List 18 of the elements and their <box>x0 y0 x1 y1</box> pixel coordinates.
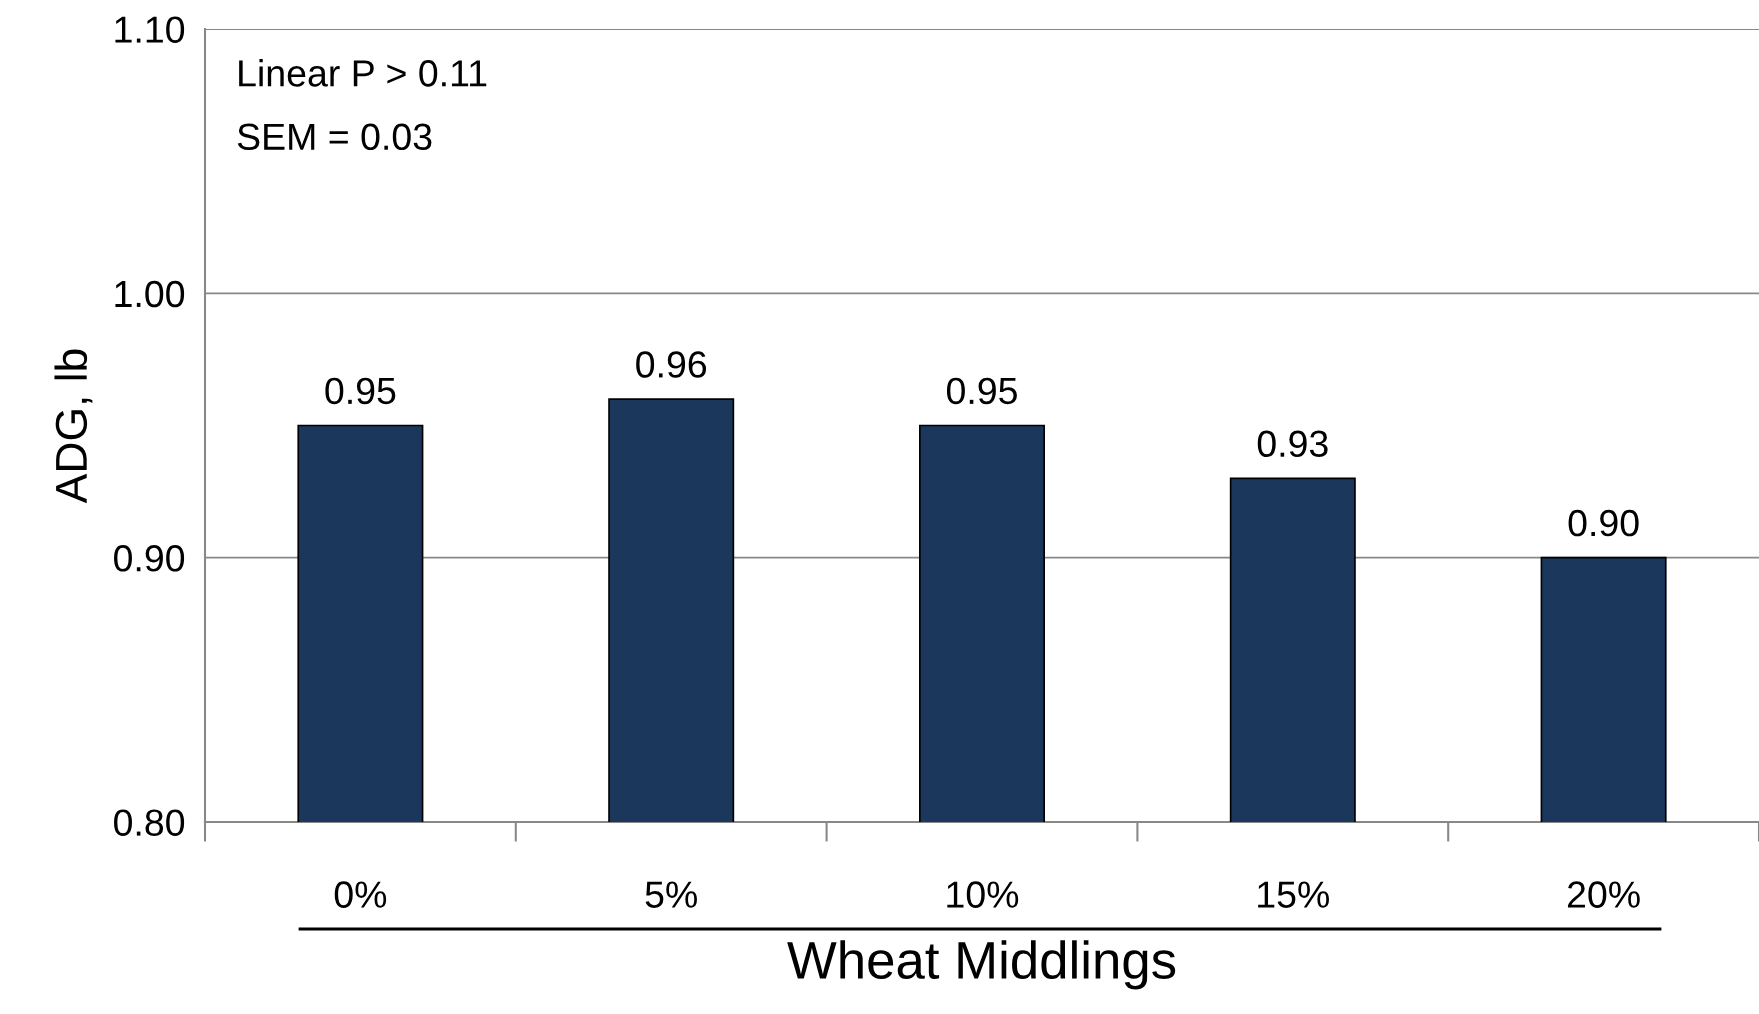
y-tick-label: 0.80 <box>114 809 185 836</box>
y-tick-label: 1.10 <box>115 16 185 43</box>
x-tick-label: 5% <box>645 881 697 908</box>
y-tick-label: 1.00 <box>115 280 185 308</box>
x-tick-label: 0% <box>334 881 387 908</box>
data-label: 0.95 <box>946 377 1017 405</box>
y-axis-title: ADG, lb <box>54 349 93 504</box>
x-tick-label: 10% <box>947 881 1019 908</box>
annotation: SEM = 0.03 <box>237 123 432 151</box>
annotation: Linear P > 0.11 <box>239 59 487 87</box>
data-label: 0.96 <box>636 351 707 378</box>
data-label: 0.95 <box>325 377 396 405</box>
y-tick-label: 0.90 <box>114 545 185 572</box>
x-axis-title: Wheat Middlings <box>787 940 1176 990</box>
data-label: 0.93 <box>1257 430 1328 458</box>
x-tick-label: 15% <box>1258 881 1329 908</box>
data-label: 0.90 <box>1568 509 1639 537</box>
x-tick-label: 20% <box>1567 881 1640 908</box>
